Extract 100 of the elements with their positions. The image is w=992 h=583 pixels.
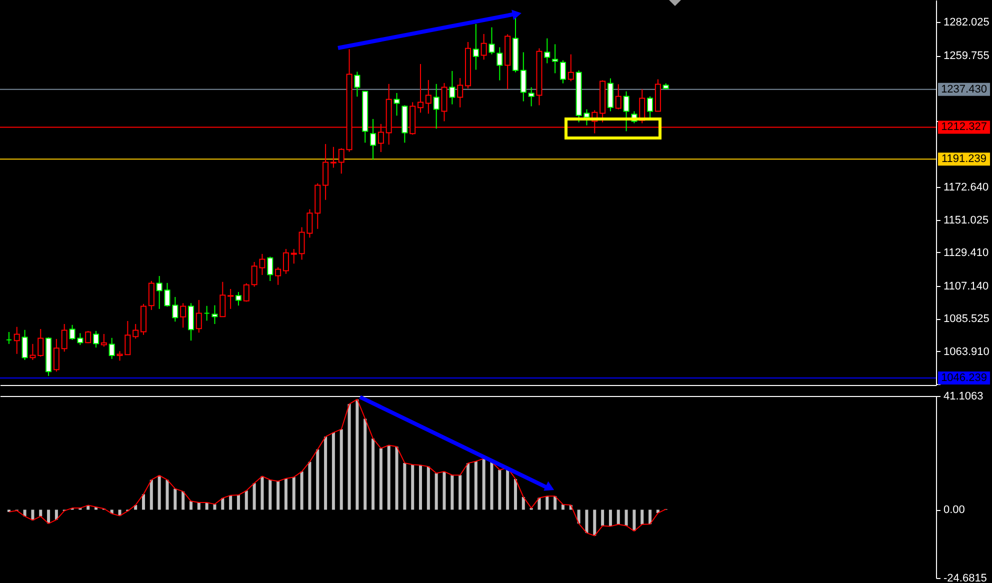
bar xyxy=(292,477,296,510)
y-tick-label: 1282.025 xyxy=(944,16,990,29)
line-series xyxy=(8,398,666,536)
bar xyxy=(197,502,200,510)
candlestick xyxy=(275,266,282,286)
candlestick xyxy=(560,60,566,84)
candlestick xyxy=(108,337,115,360)
bar xyxy=(142,494,146,510)
bar xyxy=(332,432,335,510)
candlestick xyxy=(235,291,242,306)
bar xyxy=(601,510,604,526)
bar xyxy=(300,472,304,510)
bar xyxy=(395,446,398,510)
bar xyxy=(474,461,478,510)
bar xyxy=(593,510,596,536)
candlestick xyxy=(148,280,154,310)
candlestick xyxy=(282,248,289,274)
bar xyxy=(442,472,446,510)
ref-line-label: 1046.239 xyxy=(941,372,987,384)
bar xyxy=(182,491,185,510)
bar xyxy=(632,510,636,532)
candlestick xyxy=(30,343,36,360)
bar xyxy=(482,458,486,510)
candlestick xyxy=(480,33,487,60)
bar xyxy=(316,449,320,510)
candlestick xyxy=(552,44,558,74)
candlestick xyxy=(61,324,68,352)
y-tick-label: 1063.910 xyxy=(944,346,990,358)
candlestick xyxy=(544,38,550,64)
candlestick xyxy=(520,52,526,102)
bar xyxy=(284,478,288,510)
bar xyxy=(244,490,248,510)
candlestick xyxy=(449,70,456,105)
candlestick xyxy=(322,144,329,200)
candlestick xyxy=(433,83,440,130)
candlestick xyxy=(204,305,210,322)
y-tick-label: 0.00 xyxy=(944,504,965,516)
y-tick-label: 41.1063 xyxy=(944,390,984,402)
bar xyxy=(648,510,652,524)
candlestick xyxy=(528,86,534,107)
bar xyxy=(276,481,280,510)
bar xyxy=(166,480,169,510)
y-tick-label: 1259.755 xyxy=(944,50,990,62)
bar xyxy=(356,399,359,510)
bar xyxy=(308,462,312,510)
bar xyxy=(411,464,414,510)
bar xyxy=(554,496,557,510)
candlestick xyxy=(22,329,28,360)
candlestick xyxy=(354,71,360,98)
candlestick xyxy=(568,54,574,82)
bar xyxy=(640,510,644,524)
candlestick xyxy=(330,146,336,168)
bar xyxy=(522,496,525,510)
bar xyxy=(616,510,620,524)
candlestick xyxy=(220,281,226,318)
bar xyxy=(419,465,422,510)
bar xyxy=(458,475,462,510)
candlestick xyxy=(188,302,194,342)
bar xyxy=(538,498,541,510)
bar xyxy=(514,479,517,510)
bar xyxy=(260,476,264,510)
candlestick xyxy=(267,256,274,282)
candlestick xyxy=(228,288,234,310)
candlestick xyxy=(488,26,495,55)
bar xyxy=(403,462,406,510)
bar xyxy=(205,502,208,510)
bar xyxy=(348,404,351,510)
candlestick xyxy=(457,78,464,108)
candlestick xyxy=(38,328,44,358)
candlestick xyxy=(93,330,100,348)
y-tick-label: 1085.525 xyxy=(944,313,990,326)
bar xyxy=(229,495,232,510)
candlestick xyxy=(394,92,400,116)
bar xyxy=(466,463,470,510)
candlestick xyxy=(338,148,344,174)
candlestick xyxy=(425,80,432,114)
bar xyxy=(608,510,612,526)
candlestick xyxy=(212,304,218,325)
bar xyxy=(585,510,588,533)
candlestick xyxy=(647,96,654,120)
candlestick xyxy=(623,90,630,132)
candlestick xyxy=(100,333,107,348)
bar xyxy=(150,480,153,510)
bar xyxy=(379,448,382,510)
ref-line-label: 1237.430 xyxy=(941,83,987,96)
candlestick xyxy=(6,332,12,344)
candlestick xyxy=(85,330,92,344)
bar xyxy=(23,510,26,516)
candlestick xyxy=(53,338,60,372)
bar xyxy=(47,510,50,524)
candlestick xyxy=(472,24,479,70)
candlestick xyxy=(172,296,178,322)
candlestick xyxy=(196,300,202,334)
bar xyxy=(324,436,328,510)
y-tick-label: 1107.140 xyxy=(944,280,989,293)
ref-line-label: 1191.239 xyxy=(941,153,987,166)
bar xyxy=(221,498,224,510)
candlestick xyxy=(615,84,622,110)
bar xyxy=(546,496,549,510)
bar xyxy=(340,429,343,510)
